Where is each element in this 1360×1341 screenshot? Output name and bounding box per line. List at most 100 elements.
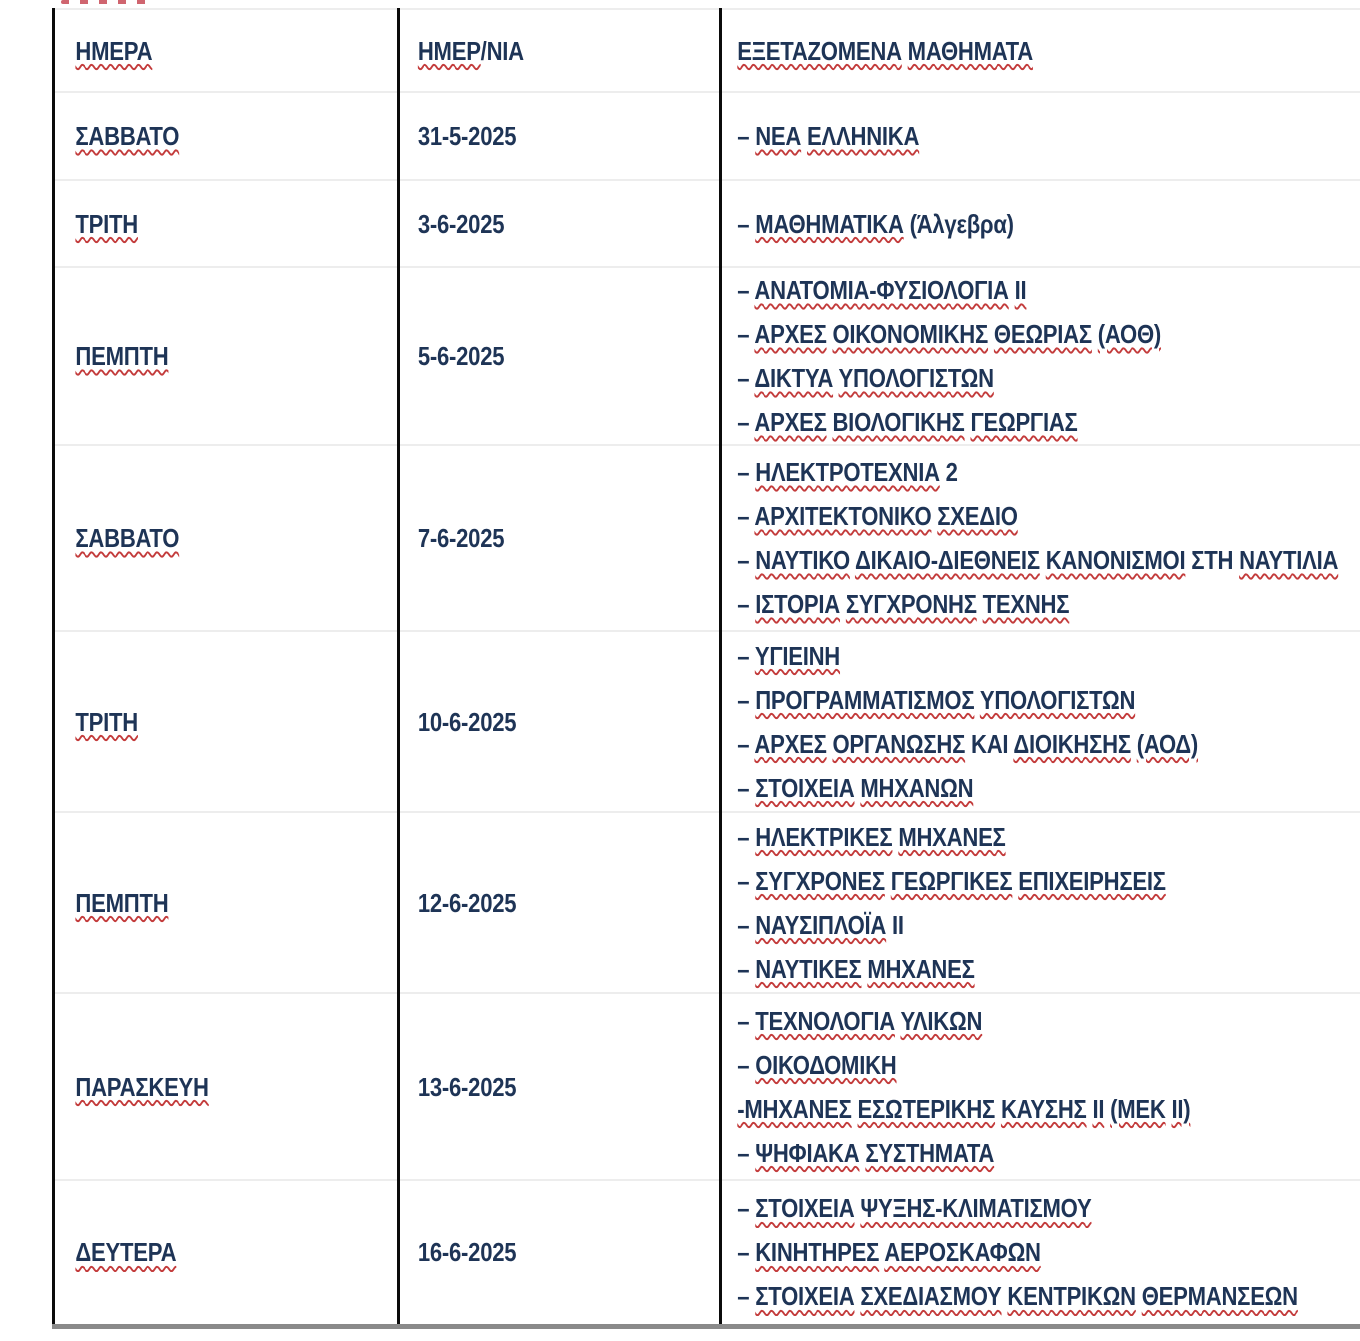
day-cell: ΣΑΒΒΑΤΟ xyxy=(52,444,399,631)
misspelled-word: ΔΙΟΙΚΗΣΗΣ xyxy=(1013,728,1131,759)
misspelled-word: -ΜΗΧΑΝΕΣ xyxy=(737,1093,852,1124)
misspelled-word: ΗΜΕΡ xyxy=(417,35,481,66)
date-label: 5-6-2025 xyxy=(417,341,505,371)
exam-schedule-table: ΗΜΕΡΑ ΗΜΕΡ/ΝΙΑ ΕΞΕΤΑΖΟΜΕΝΑ ΜΑΘΗΜΑΤΑ ΣΑΒΒΑΤ… xyxy=(52,8,1360,1329)
misspelled-word: ΜΑΘΗΜΑΤΑ xyxy=(907,35,1033,66)
table-row: ΣΑΒΒΑΤΟ 7-6-2025 – ΗΛΕΚΤΡΟΤΕΧΝΙΑ 2 – ΑΡΧΙΤΕ… xyxy=(52,444,1360,631)
misspelled-word: ΕΣΩΤΕΡΙΚΗΣ xyxy=(857,1093,996,1124)
misspelled-word: ΜΑΘΗΜΑΤΙΚΑ xyxy=(755,208,904,239)
misspelled-word: ΜΗΧΑΝΩΝ xyxy=(860,772,974,803)
date-cell: 31-5-2025 xyxy=(397,91,721,180)
misspelled-word: ΣΥΓΧΡΟΝΕΣ xyxy=(755,865,885,896)
misspelled-word: ΤΕΧΝΗΣ xyxy=(982,589,1070,619)
date-cell: 5-6-2025 xyxy=(397,266,721,445)
day-cell: ΠΕΜΠΤΗ xyxy=(52,266,399,445)
misspelled-word: ΟΙΚΟΝΟΜΙΚΗΣ xyxy=(832,319,989,349)
date-cell: 13-6-2025 xyxy=(397,992,721,1180)
day-label: ΤΡΙΤΗ xyxy=(55,707,346,737)
misspelled-word: (ΑΟΔ) xyxy=(1136,728,1199,759)
subject-line: – ΣΥΓΧΡΟΝΕΣ ΓΕΩΡΓΙΚΕΣ ΕΠΙΧΕΙΡΗΣΕΙΣ xyxy=(737,865,1166,896)
subject-line: – ΝΑΥΤΙΚΕΣ ΜΗΧΑΝΕΣ xyxy=(737,953,975,984)
misspelled-word: ΚΕΝΤΡΙΚΩΝ xyxy=(1007,1281,1136,1312)
table-row: ΠΕΜΠΤΗ 12-6-2025 – ΗΛΕΚΤΡΙΚΕΣ ΜΗΧΑΝΕΣ – ΣΥΓ… xyxy=(52,811,1360,993)
misspelled-word: ΝΑΥΤΙΚΟ xyxy=(755,545,850,575)
misspelled-word: ΝΑΥΣΙΠΛΟΪΑ xyxy=(755,909,887,940)
misspelled-word: ΑΡΧΕΣ xyxy=(754,728,827,759)
date-label: 3-6-2025 xyxy=(417,208,505,239)
header-row: ΗΜΕΡΑ ΗΜΕΡ/ΝΙΑ ΕΞΕΤΑΖΟΜΕΝΑ ΜΑΘΗΜΑΤΑ xyxy=(52,9,1360,92)
table-header: ΗΜΕΡΑ ΗΜΕΡ/ΝΙΑ ΕΞΕΤΑΖΟΜΕΝΑ ΜΑΘΗΜΑΤΑ xyxy=(52,9,1360,92)
subject-line: – ΝΕΑ ΕΛΛΗΝΙΚΑ xyxy=(737,121,920,151)
subjects-cell: – ΗΛΕΚΤΡΟΤΕΧΝΙΑ 2 – ΑΡΧΙΤΕΚΤΟΝΙΚΟ ΣΧΕΔΙΟ –… xyxy=(719,444,1360,631)
clipped-squiggle-artifact xyxy=(61,0,156,4)
subject-line: – ΗΛΕΚΤΡΙΚΕΣ ΜΗΧΑΝΕΣ xyxy=(737,821,1006,852)
subjects-cell: – ΜΑΘΗΜΑΤΙΚΑ (Άλγεβρα) xyxy=(719,179,1360,267)
subject-line: -ΜΗΧΑΝΕΣ ΕΣΩΤΕΡΙΚΗΣ ΚΑΥΣΗΣ ΙΙ (ΜΕΚ ΙΙ) xyxy=(722,1087,1360,1131)
misspelled-word: ΣΤΟΙΧΕΙΑ xyxy=(755,1193,855,1224)
misspelled-word: ΣΥΣΤΗΜΑΤΑ xyxy=(865,1137,995,1168)
subject-line: – ΤΕΧΝΟΛΟΓΙΑ ΥΛΙΚΩΝ xyxy=(737,1005,983,1036)
subject-line: – ΟΙΚΟΔΟΜΙΚΗ xyxy=(737,1049,897,1080)
misspelled-word: ΔΙΚΑΙΟ-ΔΙΕΘΝΕΙΣ xyxy=(854,545,1040,575)
misspelled-word: ΜΗΧΑΝΕΣ xyxy=(898,821,1006,852)
misspelled-word: ΔΕΥΤΕΡΑ xyxy=(75,1237,177,1268)
table-row: ΠΕΜΠΤΗ 5-6-2025 – ΑΝΑΤΟΜΙΑ-ΦΥΣΙΟΛΟΓΙΑ ΙΙ – … xyxy=(52,266,1360,445)
date-label: 31-5-2025 xyxy=(417,121,517,151)
misspelled-word: ΝΑΥΤΙΛΙΑ xyxy=(1239,545,1339,575)
date-label: 13-6-2025 xyxy=(417,1071,517,1102)
misspelled-word: ΓΕΩΡΓΙΑΣ xyxy=(970,407,1078,437)
misspelled-word: ΟΙΚΟΔΟΜΙΚΗ xyxy=(755,1049,897,1080)
misspelled-word: ΕΞΕΤΑΖΟΜΕΝΑ xyxy=(737,35,902,66)
misspelled-word: ΣΤΟΙΧΕΙΑ xyxy=(755,1281,855,1312)
misspelled-word: ΣΧΕΔΙΟ xyxy=(937,501,1018,531)
misspelled-word: ΣΧΕΔΙΑΣΜΟΥ xyxy=(860,1281,1002,1312)
date-label: 12-6-2025 xyxy=(417,887,517,918)
day-label: ΔΕΥΤΕΡΑ xyxy=(55,1237,346,1267)
day-label: ΤΡΙΤΗ xyxy=(55,209,346,239)
misspelled-word: ΒΙΟΛΟΓΙΚΗΣ xyxy=(832,407,965,437)
header-day-label: ΗΜΕΡΑ xyxy=(55,36,346,66)
date-cell: 16-6-2025 xyxy=(397,1179,721,1326)
misspelled-word: ΑΡΧΙΤΕΚΤΟΝΙΚΟ xyxy=(754,501,932,531)
subject-line: – ΑΡΧΕΣ ΟΡΓΑΝΩΣΗΣ ΚΑΙ ΔΙΟΙΚΗΣΗΣ (ΑΟΔ) xyxy=(737,728,1199,759)
date-cell: 10-6-2025 xyxy=(397,630,721,812)
subjects-cell: – ΣΤΟΙΧΕΙΑ ΨΥΞΗΣ-ΚΛΙΜΑΤΙΣΜΟΥ – ΚΙΝΗΤΗΡΕΣ … xyxy=(719,1179,1360,1326)
misspelled-word: ΠΑΡΑΣΚΕΥΗ xyxy=(75,1071,209,1102)
misspelled-word: ΙΙ) xyxy=(1171,1093,1191,1124)
exam-schedule: ΗΜΕΡΑ ΗΜΕΡ/ΝΙΑ ΕΞΕΤΑΖΟΜΕΝΑ ΜΑΘΗΜΑΤΑ ΣΑΒΒΑΤ… xyxy=(52,8,1360,1329)
subject-line: – ΑΡΧΕΣ ΟΙΚΟΝΟΜΙΚΗΣ ΘΕΩΡΙΑΣ (ΑΟΘ) xyxy=(737,319,1161,349)
subject-line: – ΣΤΟΙΧΕΙΑ ΨΥΞΗΣ-ΚΛΙΜΑΤΙΣΜΟΥ xyxy=(737,1193,1092,1224)
misspelled-word: (ΑΟΘ) xyxy=(1097,319,1161,349)
subjects-cell: – ΝΕΑ ΕΛΛΗΝΙΚΑ xyxy=(719,91,1360,180)
misspelled-word: ΘΕΩΡΙΑΣ xyxy=(993,319,1092,349)
subject-line: – ΝΑΥΣΙΠΛΟΪΑ ΙΙ xyxy=(737,909,904,940)
subjects-cell: – ΑΝΑΤΟΜΙΑ-ΦΥΣΙΟΛΟΓΙΑ ΙΙ – ΑΡΧΕΣ ΟΙΚΟΝΟΜΙ… xyxy=(719,266,1360,445)
day-label: ΠΑΡΑΣΚΕΥΗ xyxy=(55,1072,346,1102)
misspelled-word: ΑΝΑΤΟΜΙΑ-ΦΥΣΙΟΛΟΓΙΑ xyxy=(754,275,1009,305)
subject-line: – ΑΡΧΕΣ ΒΙΟΛΟΓΙΚΗΣ ΓΕΩΡΓΙΑΣ xyxy=(737,407,1078,437)
misspelled-word: ΝΑΥΤΙΚΕΣ xyxy=(755,953,862,984)
misspelled-word: ΨΗΦΙΑΚΑ xyxy=(755,1137,860,1168)
header-subjects: ΕΞΕΤΑΖΟΜΕΝΑ ΜΑΘΗΜΑΤΑ xyxy=(719,9,1360,92)
subjects-cell: – ΗΛΕΚΤΡΙΚΕΣ ΜΗΧΑΝΕΣ – ΣΥΓΧΡΟΝΕΣ ΓΕΩΡΓΙΚΕ… xyxy=(719,811,1360,993)
misspelled-word: ΟΡΓΑΝΩΣΗΣ xyxy=(832,728,966,759)
subject-line: – ΑΡΧΙΤΕΚΤΟΝΙΚΟ ΣΧΕΔΙΟ xyxy=(737,501,1018,531)
table-row: ΣΑΒΒΑΤΟ 31-5-2025 – ΝΕΑ ΕΛΛΗΝΙΚΑ xyxy=(52,91,1360,180)
header-subjects-label: ΕΞΕΤΑΖΟΜΕΝΑ ΜΑΘΗΜΑΤΑ xyxy=(722,36,1360,66)
misspelled-word: ΥΛΙΚΩΝ xyxy=(900,1005,983,1036)
subject-line: – ΝΑΥΤΙΚΟ ΔΙΚΑΙΟ-ΔΙΕΘΝΕΙΣ ΚΑΝΟΝΙΣΜΟΙ ΣΤΗ… xyxy=(737,545,1339,575)
day-cell: ΠΕΜΠΤΗ xyxy=(52,811,399,993)
date-cell: 7-6-2025 xyxy=(397,444,721,631)
table-row: ΠΑΡΑΣΚΕΥΗ 13-6-2025 – ΤΕΧΝΟΛΟΓΙΑ ΥΛΙΚΩΝ – Ο… xyxy=(52,992,1360,1180)
header-day: ΗΜΕΡΑ xyxy=(52,9,399,92)
table-row: ΔΕΥΤΕΡΑ 16-6-2025 – ΣΤΟΙΧΕΙΑ ΨΥΞΗΣ-ΚΛΙΜΑΤΙ… xyxy=(52,1179,1360,1326)
misspelled-word: ΝΕΑ xyxy=(755,121,802,151)
misspelled-word: ΠΕΜΠΤΗ xyxy=(75,341,169,371)
misspelled-word: ΙΙ xyxy=(1092,1093,1105,1124)
table-body: ΣΑΒΒΑΤΟ 31-5-2025 – ΝΕΑ ΕΛΛΗΝΙΚΑ ΤΡΙΤΗ 3-6-2… xyxy=(52,91,1360,1326)
misspelled-word: ΣΑΒΒΑΤΟ xyxy=(75,523,180,553)
misspelled-word: ΕΛΛΗΝΙΚΑ xyxy=(807,121,920,151)
subject-line: – ΥΓΙΕΙΝΗ xyxy=(737,640,841,671)
misspelled-word: ΜΗΧΑΝΕΣ xyxy=(867,953,975,984)
